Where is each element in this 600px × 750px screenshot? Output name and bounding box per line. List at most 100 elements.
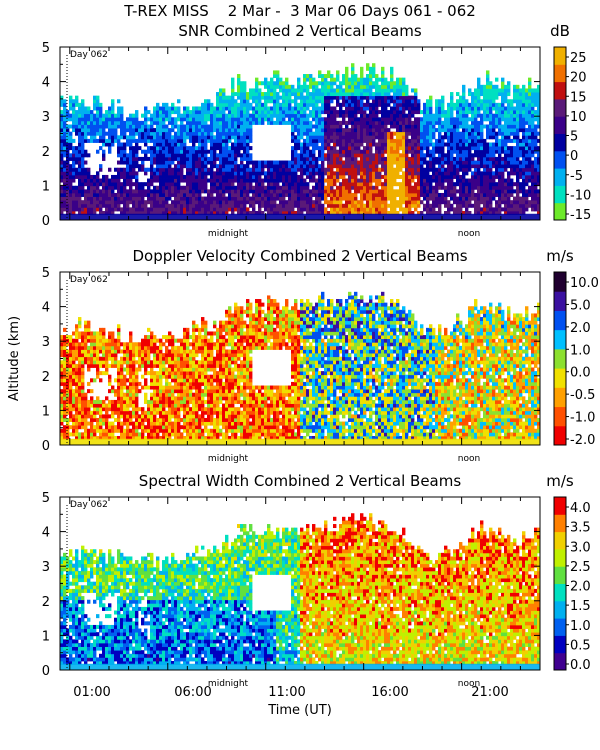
heatmap-cell bbox=[243, 95, 247, 100]
heatmap-cell bbox=[123, 171, 127, 176]
heatmap-cell bbox=[180, 135, 184, 140]
heatmap-cell bbox=[285, 84, 289, 89]
heatmap-cell bbox=[96, 174, 100, 179]
heatmap-cell bbox=[234, 135, 238, 140]
heatmap-cell bbox=[516, 131, 520, 136]
heatmap-cell bbox=[222, 99, 226, 104]
heatmap-cell bbox=[411, 189, 415, 194]
heatmap-cell bbox=[453, 200, 457, 205]
heatmap-cell bbox=[414, 174, 418, 179]
heatmap-cell bbox=[69, 156, 73, 161]
heatmap-cell bbox=[222, 167, 226, 172]
heatmap-cell bbox=[537, 110, 541, 115]
heatmap-cell bbox=[171, 106, 175, 111]
noon-label: noon bbox=[458, 229, 480, 239]
heatmap-cell bbox=[327, 182, 331, 187]
heatmap-cell bbox=[192, 207, 196, 212]
heatmap-cell bbox=[438, 160, 442, 165]
heatmap-cell bbox=[174, 146, 178, 151]
heatmap-cell bbox=[180, 174, 184, 179]
heatmap-cell bbox=[282, 81, 286, 86]
heatmap-cell bbox=[108, 128, 112, 133]
heatmap-cell bbox=[438, 138, 442, 143]
heatmap-cell bbox=[267, 196, 271, 201]
heatmap-cell bbox=[222, 174, 226, 179]
heatmap-cell bbox=[162, 189, 166, 194]
heatmap-cell bbox=[414, 124, 418, 129]
heatmap-cell bbox=[468, 153, 472, 158]
heatmap-cell bbox=[201, 185, 205, 190]
heatmap-cell bbox=[189, 203, 193, 208]
heatmap-cell bbox=[516, 120, 520, 125]
heatmap-cell bbox=[522, 174, 526, 179]
heatmap-cell bbox=[366, 149, 370, 154]
heatmap-cell bbox=[246, 92, 250, 97]
heatmap-cell bbox=[306, 156, 310, 161]
heatmap-cell bbox=[333, 81, 337, 86]
heatmap-cell bbox=[537, 200, 541, 205]
heatmap-cell bbox=[204, 149, 208, 154]
heatmap-cell bbox=[390, 135, 394, 140]
heatmap-cell bbox=[426, 113, 430, 118]
heatmap-cell bbox=[108, 146, 112, 151]
heatmap-cell bbox=[288, 88, 292, 93]
heatmap-cell bbox=[363, 124, 367, 129]
heatmap-cell bbox=[240, 146, 244, 151]
heatmap-cell bbox=[411, 192, 415, 197]
heatmap-cell bbox=[216, 113, 220, 118]
heatmap-cell bbox=[459, 203, 463, 208]
heatmap-cell bbox=[207, 167, 211, 172]
heatmap-cell bbox=[456, 182, 460, 187]
heatmap-cell bbox=[372, 102, 376, 107]
heatmap-cell bbox=[168, 167, 172, 172]
heatmap-cell bbox=[330, 164, 334, 169]
heatmap-cell bbox=[414, 167, 418, 172]
heatmap-cell bbox=[402, 156, 406, 161]
heatmap-cell bbox=[396, 203, 400, 208]
heatmap-cell bbox=[237, 135, 241, 140]
heatmap-cell bbox=[249, 171, 253, 176]
heatmap-cell bbox=[306, 77, 310, 82]
heatmap-cell bbox=[468, 135, 472, 140]
heatmap-cell bbox=[321, 88, 325, 93]
heatmap-cell bbox=[414, 117, 418, 122]
heatmap-cell bbox=[417, 182, 421, 187]
heatmap-cell bbox=[249, 189, 253, 194]
heatmap-cell bbox=[396, 95, 400, 100]
heatmap-cell bbox=[393, 167, 397, 172]
heatmap-cell bbox=[525, 203, 529, 208]
heatmap-cell bbox=[81, 120, 85, 125]
heatmap-cell bbox=[504, 156, 508, 161]
heatmap-cell bbox=[126, 160, 130, 165]
heatmap-cell bbox=[150, 153, 154, 158]
heatmap-cell bbox=[315, 102, 319, 107]
heatmap-cell bbox=[153, 171, 157, 176]
heatmap-cell bbox=[309, 124, 313, 129]
heatmap-cell bbox=[285, 167, 289, 172]
heatmap-cell bbox=[420, 200, 424, 205]
heatmap-cell bbox=[345, 200, 349, 205]
heatmap-cell bbox=[405, 88, 409, 93]
heatmap-cell bbox=[507, 128, 511, 133]
heatmap-cell bbox=[189, 164, 193, 169]
heatmap-cell bbox=[300, 182, 304, 187]
heatmap-cell bbox=[462, 203, 466, 208]
heatmap-cell bbox=[111, 113, 115, 118]
heatmap-cell bbox=[120, 185, 124, 190]
heatmap-cell bbox=[69, 106, 73, 111]
heatmap-cell bbox=[477, 164, 481, 169]
heatmap-cell bbox=[153, 210, 157, 215]
heatmap-cell bbox=[462, 189, 466, 194]
heatmap-cell bbox=[339, 92, 343, 97]
heatmap-cell bbox=[351, 110, 355, 115]
heatmap-cell bbox=[66, 135, 70, 140]
heatmap-cell bbox=[90, 200, 94, 205]
heatmap-cell bbox=[456, 160, 460, 165]
heatmap-cell bbox=[297, 203, 301, 208]
heatmap-cell bbox=[486, 117, 490, 122]
heatmap-cell bbox=[132, 146, 136, 151]
heatmap-cell bbox=[102, 153, 106, 158]
heatmap-cell bbox=[228, 200, 232, 205]
heatmap-cell bbox=[66, 200, 70, 205]
heatmap-cell bbox=[153, 185, 157, 190]
